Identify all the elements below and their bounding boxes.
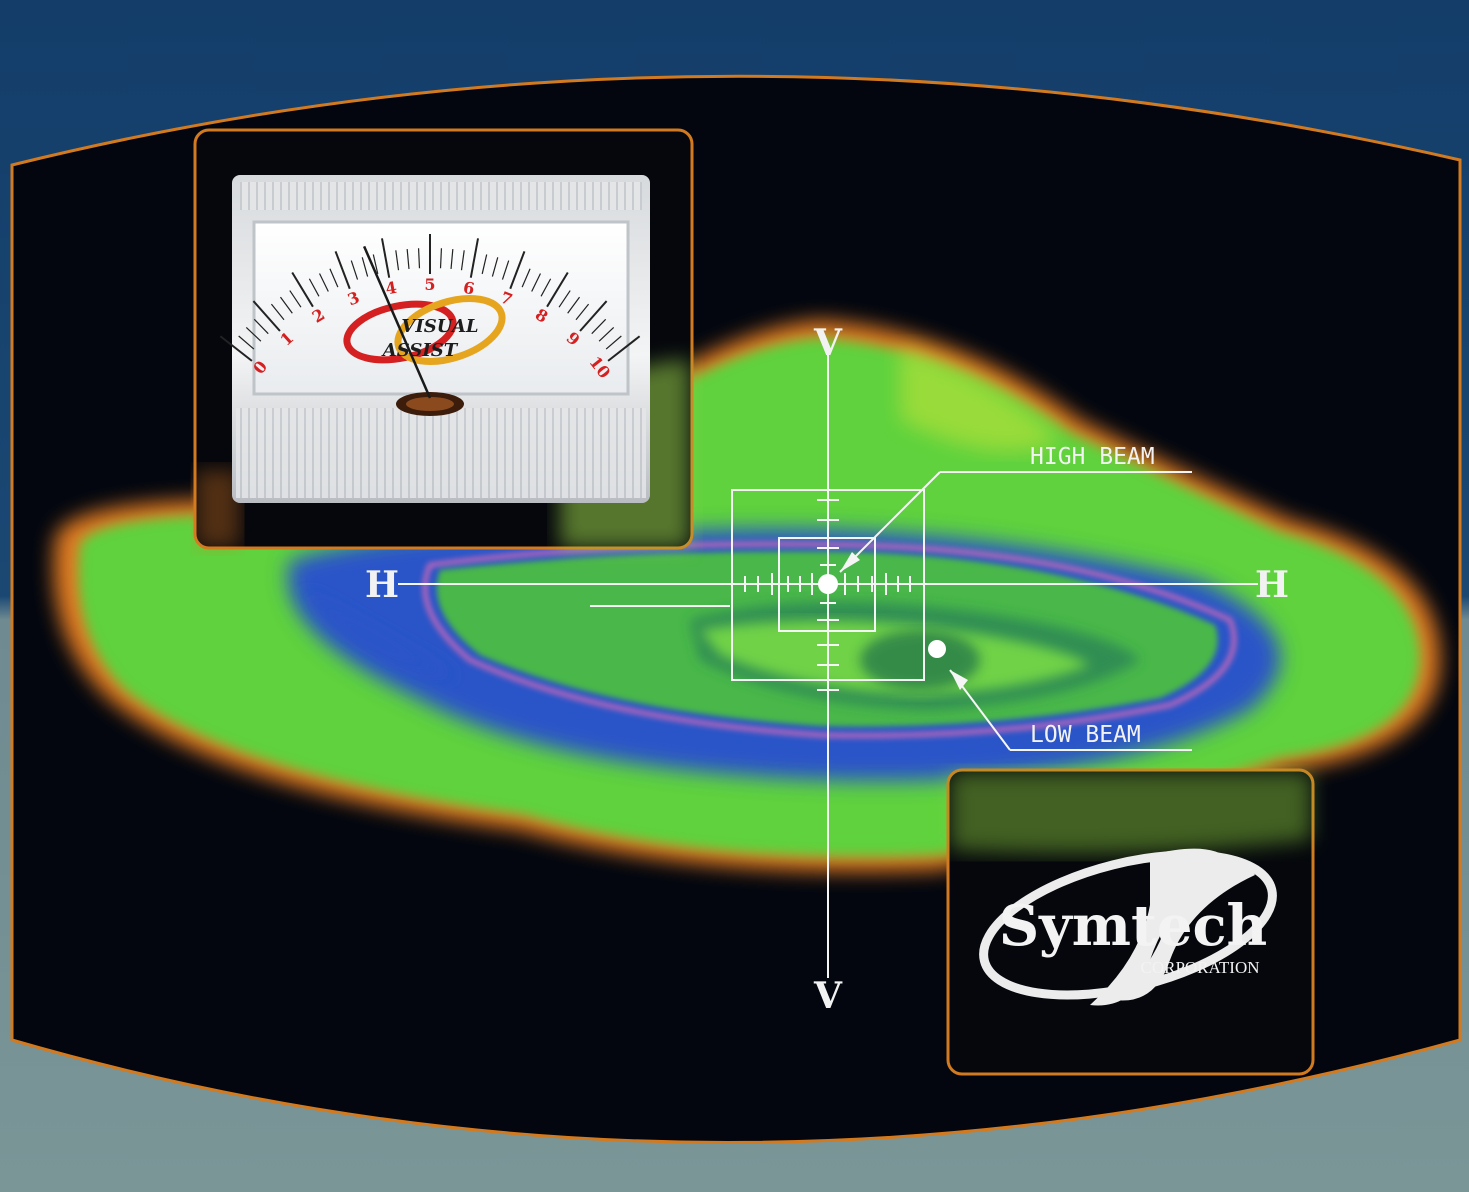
meter-tick [361, 257, 369, 277]
meter-tick [289, 290, 302, 308]
meter-scale-label: 5 [424, 275, 435, 294]
meter-tick [558, 290, 571, 308]
meter-tick [598, 327, 615, 342]
axis-label-h-right: H [1255, 564, 1289, 606]
meter-tick [219, 335, 253, 362]
axis-label-h-left: H [365, 564, 399, 606]
meter-tick [591, 318, 607, 335]
meter-tick [417, 248, 421, 269]
logo-inset: Symtech CORPORATION [946, 768, 1315, 1076]
meter-logo-line1: VISUAL [401, 316, 478, 337]
low-beam-arrowhead [950, 670, 968, 690]
meter-tick [329, 268, 339, 288]
horizontal-ticks [744, 573, 911, 595]
meter-tick [279, 296, 293, 314]
low-beam-point [928, 640, 946, 658]
outer-aim-box [731, 489, 925, 681]
meter-tick [531, 273, 542, 292]
meter-tick [380, 238, 391, 278]
low-beam-label: LOW BEAM [1030, 722, 1141, 748]
beam-pattern [53, 320, 1441, 872]
axis-label-v-top: V [813, 322, 843, 364]
meter-tick [395, 250, 400, 271]
meter-scale-label: 6 [462, 278, 476, 299]
meter-tick [540, 278, 552, 297]
inner-aim-box [778, 537, 876, 632]
axis-label-v-bottom: V [813, 975, 843, 1017]
meter-tick [501, 260, 510, 280]
meter-tick [270, 303, 285, 321]
high-beam-label: HIGH BEAM [1030, 444, 1155, 470]
meter-tick [450, 248, 454, 270]
meter-tick [607, 335, 641, 362]
vertical-ticks [817, 499, 839, 691]
meter-tick [318, 273, 329, 292]
meter-tick [439, 248, 443, 269]
meter-tick [521, 268, 531, 288]
meter-tick [491, 257, 499, 277]
meter-logo-line2: ASSIST [381, 340, 459, 361]
meter-scale-label: 4 [384, 278, 398, 299]
meter-tick [546, 271, 569, 308]
meter-tick [372, 254, 379, 275]
brand-name: Symtech [999, 893, 1268, 959]
meter-tick [334, 250, 351, 290]
meter-tick [245, 327, 262, 342]
meter-tick [252, 300, 281, 332]
high-beam-point [818, 574, 838, 594]
meter-tick [308, 278, 320, 297]
meter-tick [406, 248, 410, 270]
meter-tick [350, 260, 359, 280]
meter-tick [291, 271, 314, 308]
meter-tick [460, 250, 465, 271]
meter-tick [509, 250, 526, 290]
symtech-logo: Symtech CORPORATION [979, 848, 1277, 1006]
brand-subtitle: CORPORATION [1140, 958, 1259, 977]
meter-tick [238, 335, 255, 350]
meter-tick [481, 254, 488, 275]
high-beam-arrowhead [840, 552, 860, 572]
meter-needle [362, 245, 432, 399]
meter-tick [579, 300, 608, 332]
visual-assist-logo: VISUAL ASSIST [343, 295, 506, 365]
meter-tick [605, 335, 622, 350]
meter-tick [469, 238, 480, 278]
high-beam-leader [839, 471, 941, 573]
meter-tick [567, 296, 581, 314]
meter-tick [575, 303, 590, 321]
meter-tick [253, 318, 269, 335]
